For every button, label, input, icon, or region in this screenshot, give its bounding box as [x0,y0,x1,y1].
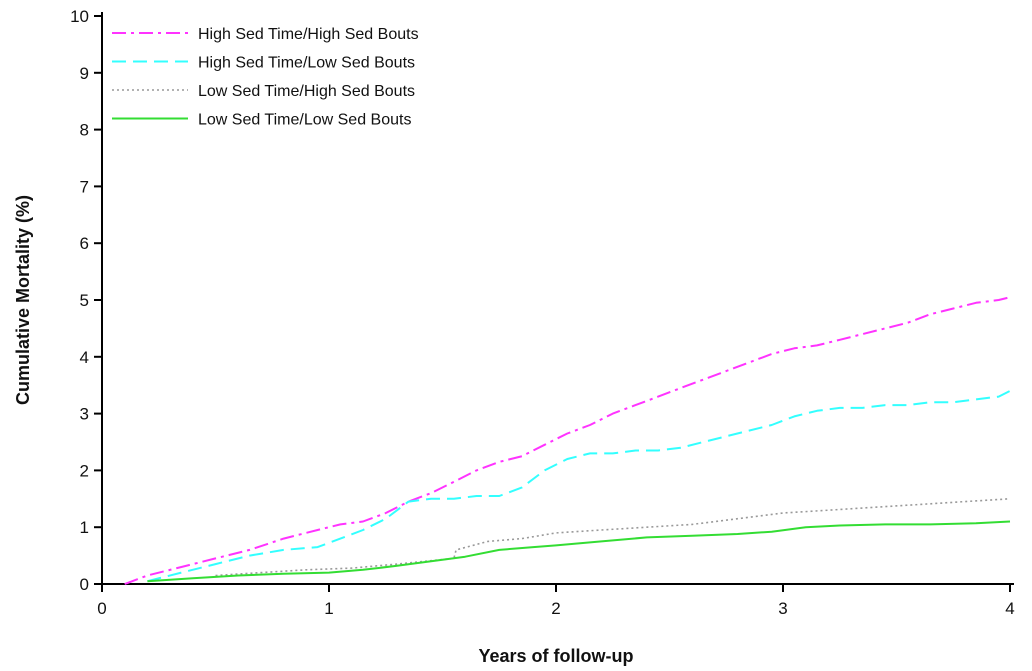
x-tick-label: 3 [778,599,787,618]
y-tick-label: 4 [80,348,89,367]
y-tick-label: 0 [80,575,89,594]
series-line-3 [215,498,1011,577]
series-line-1 [124,296,1011,585]
y-tick-label: 1 [80,518,89,537]
x-tick-label: 2 [551,599,560,618]
y-tick-label: 3 [80,405,89,424]
y-tick-label: 5 [80,291,89,310]
legend-label: High Sed Time/Low Sed Bouts [198,55,415,72]
legend-label: High Sed Time/High Sed Bouts [198,26,419,43]
y-tick-label: 9 [80,64,89,83]
x-tick-label: 4 [1005,599,1014,618]
series-lines [124,296,1011,585]
axes: 0 1 2 3 4 5 6 7 8 9 10 0 1 2 3 4 [70,7,1015,618]
legend-label: Low Sed Time/Low Sed Bouts [198,112,411,129]
series-line-2 [147,390,1011,583]
y-tick-label: 10 [70,7,89,26]
y-tick-label: 2 [80,461,89,480]
legend: High Sed Time/High Sed Bouts High Sed Tim… [112,26,419,129]
y-tick-label: 8 [80,121,89,140]
x-axis-title: Years of follow-up [478,646,633,666]
x-tick-label: 1 [324,599,333,618]
legend-label: Low Sed Time/High Sed Bouts [198,83,415,100]
series-line-4 [147,520,1011,583]
x-tick-label: 0 [97,599,106,618]
y-tick-label: 7 [80,177,89,196]
y-tick-label: 6 [80,234,89,253]
y-axis-title: Cumulative Mortality (%) [13,195,33,405]
